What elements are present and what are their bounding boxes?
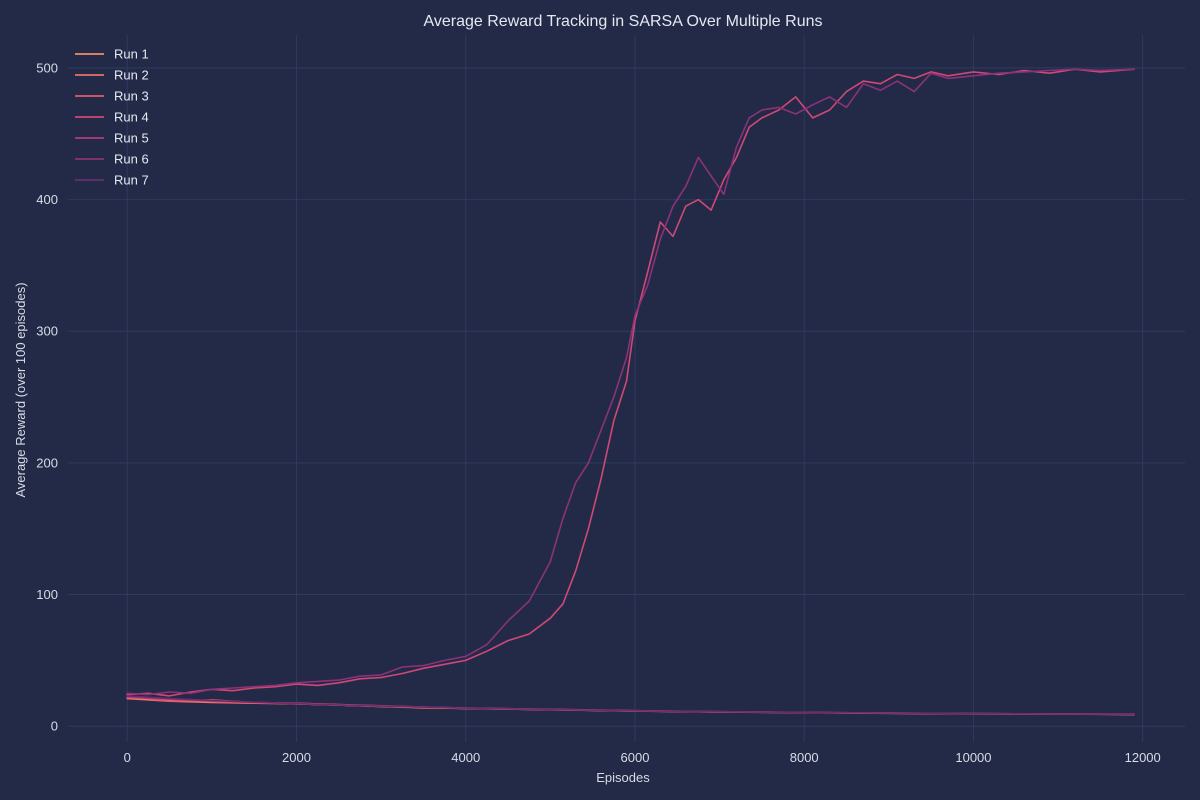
x-tick-label-5: 10000 — [955, 750, 991, 765]
chart-title: Average Reward Tracking in SARSA Over Mu… — [424, 13, 823, 30]
y-tick-label-5: 500 — [36, 60, 58, 75]
legend-label-run-7: Run 7 — [114, 173, 149, 188]
x-tick-label-0: 0 — [124, 750, 131, 765]
x-tick-label-2: 4000 — [451, 750, 480, 765]
legend-label-run-6: Run 6 — [114, 152, 149, 167]
legend: Run 1 Run 2 Run 3 Run 4 Run 5 Run 6 Run 7 — [75, 47, 149, 188]
legend-label-run-4: Run 4 — [114, 110, 149, 125]
legend-label-run-2: Run 2 — [114, 68, 149, 83]
x-tick-label-4: 8000 — [790, 750, 819, 765]
x-axis-label: Episodes — [596, 770, 650, 785]
legend-label-run-3: Run 3 — [114, 89, 149, 104]
legend-label-run-5: Run 5 — [114, 131, 149, 146]
series-line-run-1 — [126, 696, 1135, 716]
series-line-run-6 — [126, 68, 1135, 696]
legend-label-run-1: Run 1 — [114, 47, 149, 62]
y-tick-label-3: 300 — [36, 324, 58, 339]
x-tick-label-6: 12000 — [1125, 750, 1161, 765]
series-line-run-4 — [126, 68, 1135, 697]
x-tick-label-1: 2000 — [282, 750, 311, 765]
series-line-run-7 — [126, 695, 1135, 715]
grid — [68, 35, 1185, 742]
x-tick-label-3: 6000 — [621, 750, 650, 765]
y-tick-label-0: 0 — [51, 719, 58, 734]
series-group — [126, 68, 1135, 716]
y-tick-label-2: 200 — [36, 455, 58, 470]
y-tick-label-1: 100 — [36, 587, 58, 602]
x-tick-labels: 0 2000 4000 6000 8000 10000 12000 — [124, 750, 1161, 765]
series-line-run-2 — [126, 697, 1135, 716]
y-tick-label-4: 400 — [36, 192, 58, 207]
y-tick-labels: 0 100 200 300 400 500 — [36, 60, 58, 733]
y-axis-label: Average Reward (over 100 episodes) — [13, 282, 28, 497]
